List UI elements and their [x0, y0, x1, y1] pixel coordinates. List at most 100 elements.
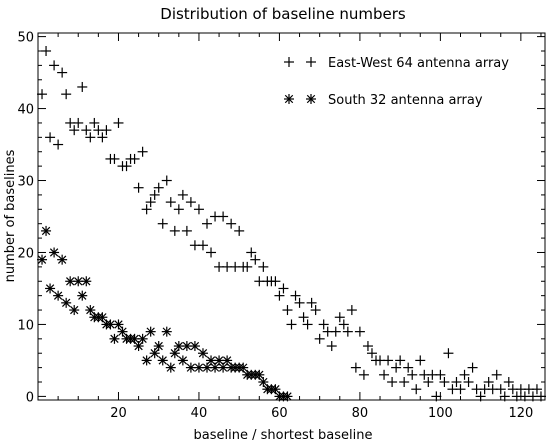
data-point-south — [117, 326, 128, 337]
data-point-east-west — [403, 362, 414, 373]
data-point-east-west — [302, 319, 313, 330]
data-point-east-west — [310, 305, 321, 316]
data-point-south — [258, 377, 269, 388]
data-point-east-west — [306, 297, 317, 308]
data-point-east-west — [383, 355, 394, 366]
data-point-east-west — [531, 384, 542, 395]
data-point-south — [169, 348, 180, 359]
data-point-east-west — [193, 204, 204, 215]
data-point-south — [77, 290, 88, 301]
data-point-east-west — [330, 326, 341, 337]
data-point-south — [161, 326, 172, 337]
data-point-east-west — [346, 305, 357, 316]
data-point-east-west — [483, 377, 494, 388]
data-point-east-west — [89, 117, 100, 128]
data-point-east-west — [181, 225, 192, 236]
data-point-east-west — [499, 391, 510, 402]
data-point-south — [109, 333, 120, 344]
data-point-east-west — [69, 125, 80, 136]
data-point-east-west — [197, 240, 208, 251]
data-point-east-west — [77, 81, 88, 92]
data-point-east-west — [334, 312, 345, 323]
data-point-east-west — [342, 326, 353, 337]
data-point-south — [197, 348, 208, 359]
data-point-east-west — [439, 377, 450, 388]
plot-frame — [37, 32, 546, 401]
y-axis-label: number of baselines — [3, 149, 18, 282]
data-point-east-west — [109, 153, 120, 164]
data-point-south — [238, 362, 249, 373]
legend-asterisk-symbol — [284, 94, 294, 104]
legend-marker-east-west — [284, 57, 316, 67]
data-point-east-west — [435, 369, 446, 380]
data-point-east-west — [535, 391, 546, 402]
x-tick-label: 120 — [508, 406, 533, 421]
data-point-south — [97, 312, 108, 323]
data-point-east-west — [495, 384, 506, 395]
data-point-east-west — [45, 132, 56, 143]
data-point-east-west — [391, 362, 402, 373]
data-point-east-west — [145, 197, 156, 208]
data-point-east-west — [350, 362, 361, 373]
data-point-east-west — [451, 377, 462, 388]
data-point-east-west — [463, 377, 474, 388]
data-point-east-west — [157, 218, 168, 229]
data-point-east-west — [165, 197, 176, 208]
legend-marker-south — [284, 94, 316, 104]
y-tick-label: 50 — [17, 31, 34, 46]
data-point-south — [81, 276, 92, 287]
data-point-east-west — [270, 276, 281, 287]
data-point-east-west — [399, 377, 410, 388]
data-point-south — [53, 290, 64, 301]
x-tick-label: 100 — [428, 406, 453, 421]
data-point-east-west — [242, 261, 253, 272]
data-point-south — [149, 348, 160, 359]
x-tick-label: 80 — [352, 406, 369, 421]
x-axis-label: baseline / shortest baseline — [194, 428, 373, 443]
data-point-east-west — [129, 153, 140, 164]
data-point-east-west — [149, 189, 160, 200]
data-point-south — [57, 254, 68, 265]
data-point-east-west — [286, 319, 297, 330]
data-point-east-west — [137, 146, 148, 157]
legend-asterisk-symbol — [306, 94, 316, 104]
data-point-east-west — [202, 218, 212, 229]
data-point-east-west — [326, 341, 337, 352]
data-point-south — [282, 391, 293, 402]
data-point-south — [173, 341, 184, 352]
data-point-east-west — [81, 125, 92, 136]
y-tick-label: 20 — [17, 246, 34, 261]
data-point-east-west — [443, 348, 454, 359]
data-point-east-west — [141, 204, 152, 215]
data-point-east-west — [423, 377, 434, 388]
data-point-east-west — [362, 341, 373, 352]
data-point-east-west — [318, 319, 329, 330]
data-point-east-west — [169, 225, 180, 236]
data-point-east-west — [379, 369, 390, 380]
data-point-east-west — [53, 139, 64, 150]
data-point-south — [41, 225, 52, 236]
data-point-south — [177, 355, 188, 366]
data-point-east-west — [49, 60, 60, 71]
data-point-east-west — [73, 117, 84, 128]
data-point-south — [165, 362, 176, 373]
data-point-south — [145, 326, 156, 337]
data-point-south — [222, 355, 233, 366]
data-point-east-west — [250, 254, 261, 265]
data-point-south — [113, 319, 124, 330]
data-point-east-west — [206, 247, 217, 258]
y-tick-label: 10 — [17, 318, 34, 333]
data-point-east-west — [185, 197, 196, 208]
data-point-east-west — [282, 305, 293, 316]
data-point-east-west — [459, 369, 470, 380]
data-point-east-west — [395, 355, 406, 366]
data-point-south — [137, 333, 148, 344]
data-point-south — [45, 283, 56, 294]
data-point-east-west — [338, 319, 349, 330]
data-point-south — [270, 384, 281, 395]
data-point-east-west — [298, 312, 309, 323]
data-point-south — [157, 355, 168, 366]
data-point-east-west — [314, 333, 325, 344]
legend-plus-symbol — [284, 57, 294, 67]
